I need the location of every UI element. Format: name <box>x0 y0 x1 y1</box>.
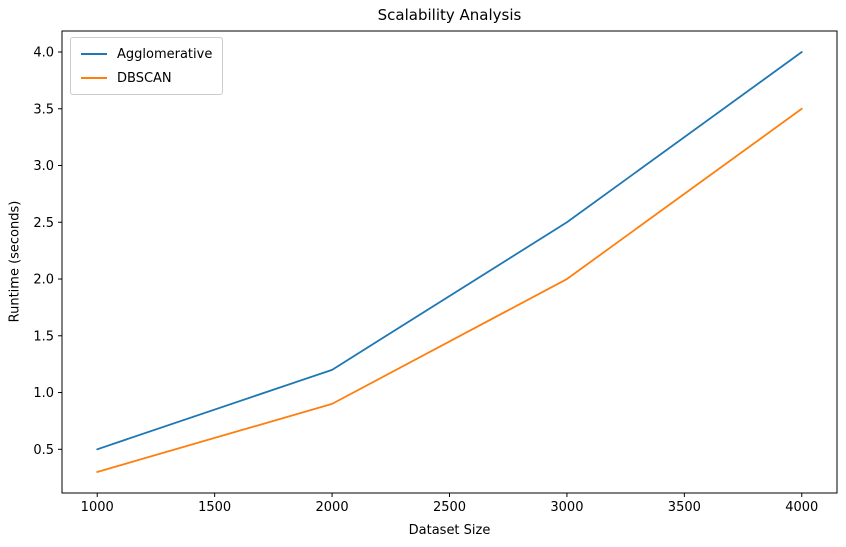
x-tick-label: 1000 <box>81 500 114 515</box>
chart-title: Scalability Analysis <box>377 6 522 24</box>
y-tick-label: 2.5 <box>33 216 54 231</box>
series-line-dbscan <box>96 107 803 473</box>
legend-label: DBSCAN <box>117 70 172 86</box>
y-tick-label: 3.5 <box>33 102 54 117</box>
x-axis-label: Dataset Size <box>408 523 491 538</box>
x-tick-label: 2500 <box>433 500 466 515</box>
y-tick-label: 0.5 <box>33 443 54 458</box>
x-tick-label: 3000 <box>550 500 583 515</box>
y-tick-label: 4.0 <box>33 46 54 61</box>
legend-line-swatch <box>81 76 107 80</box>
y-axis-label: Runtime (seconds) <box>7 200 23 323</box>
x-tick-label: 3500 <box>668 500 701 515</box>
x-tick-label: 4000 <box>785 500 818 515</box>
x-tick-label: 2000 <box>316 500 349 515</box>
legend-item-agglomerative: Agglomerative <box>81 45 212 63</box>
y-tick-label: 1.0 <box>33 386 54 401</box>
x-tick-label: 1500 <box>198 500 231 515</box>
legend-label: Agglomerative <box>117 46 213 62</box>
series-line-agglomerative <box>96 51 803 451</box>
legend-line-swatch <box>81 52 107 56</box>
y-tick-label: 2.0 <box>33 273 54 288</box>
y-tick-label: 3.0 <box>33 159 54 174</box>
legend: Agglomerative DBSCAN <box>70 37 224 95</box>
plot-frame <box>61 30 838 494</box>
y-tick-label: 1.5 <box>33 329 54 344</box>
legend-item-dbscan: DBSCAN <box>81 69 212 87</box>
